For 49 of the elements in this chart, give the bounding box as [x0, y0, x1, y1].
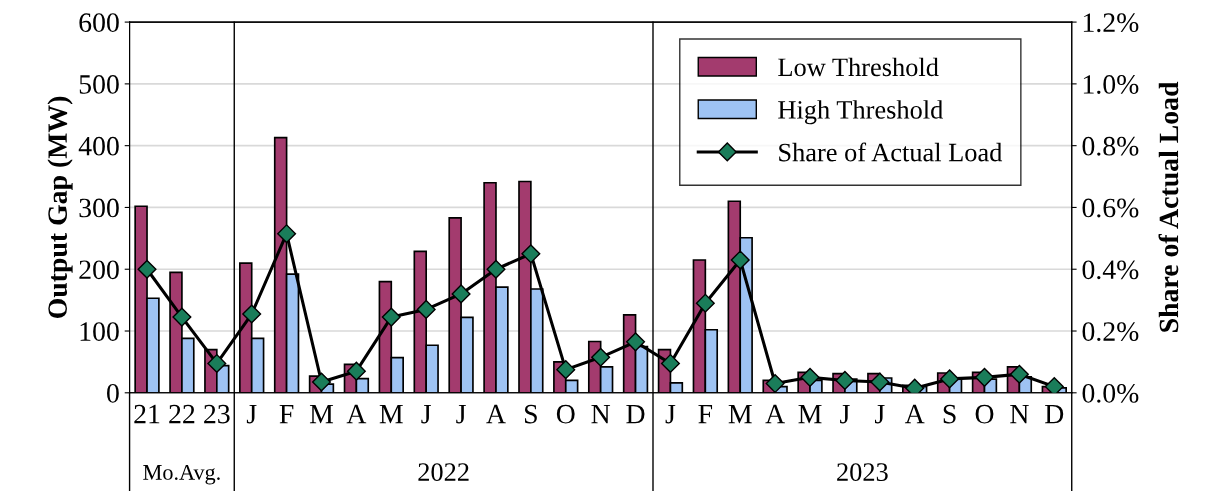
x-tick-label: J — [665, 405, 676, 424]
x-tick-label: D — [626, 405, 645, 424]
y-tick-label: 400 — [78, 136, 119, 156]
x-tick-label: J — [456, 405, 466, 424]
y-tick-label: 200 — [79, 260, 119, 280]
x-tick-label: J — [246, 405, 257, 424]
y-tick-label: 600 — [79, 13, 119, 33]
x-tick-label: A — [904, 404, 925, 424]
x-tick-label: 21 — [134, 404, 160, 424]
x-tick-label: F — [698, 405, 713, 424]
x-tick-label: 23 — [204, 404, 230, 424]
x-tick-label: M — [309, 405, 334, 424]
x-tick-label: J — [874, 405, 885, 424]
y-tick-label: 500 — [79, 75, 119, 94]
x-tick-label: D — [1045, 405, 1064, 424]
y2-tick-label: 1.0% — [1083, 75, 1139, 94]
x-tick-label: J — [421, 405, 431, 424]
x-tick-label: M — [379, 405, 403, 424]
x-tick-label: N — [1010, 405, 1029, 424]
x-tick-label: A — [346, 404, 367, 424]
y2-tick-label: 0.6% — [1082, 198, 1139, 218]
text: Mo.Avg. — [143, 464, 220, 485]
y2-tick-label: 0.8% — [1082, 136, 1139, 156]
text: 2022 — [418, 463, 469, 481]
y-tick-label: 0 — [107, 383, 119, 403]
x-tick-label: O — [556, 404, 575, 424]
y2-tick-label: 0.4% — [1082, 260, 1139, 280]
text: 2023 — [837, 463, 888, 481]
x-tick-label: F — [279, 405, 294, 424]
x-tick-label: S — [943, 404, 956, 424]
y2-tick-label: 0.0% — [1082, 383, 1139, 403]
y2-tick-label: 0.2% — [1082, 322, 1139, 342]
y2-axis-title: Share of Actual Load — [1158, 81, 1179, 332]
x-tick-label: M — [798, 405, 822, 424]
x-tick-label: S — [525, 404, 537, 424]
y-tick-label: 100 — [80, 322, 119, 341]
legend-label: High Threshold — [778, 100, 943, 125]
x-tick-label: A — [486, 404, 506, 424]
legend-label: Share of Actual Load — [779, 142, 1003, 162]
y-tick-label: 300 — [79, 198, 119, 218]
legend-label: Low Threshold — [778, 57, 939, 77]
x-tick-label: O — [975, 404, 994, 424]
x-tick-label: N — [591, 405, 611, 424]
x-tick-label: 22 — [169, 404, 195, 424]
y2-tick-label: 1.2% — [1083, 13, 1139, 33]
y-axis-title: Output Gap (MW) — [47, 96, 73, 318]
x-tick-label: M — [728, 405, 752, 424]
x-tick-label: A — [765, 404, 785, 424]
x-tick-label: J — [840, 405, 850, 424]
